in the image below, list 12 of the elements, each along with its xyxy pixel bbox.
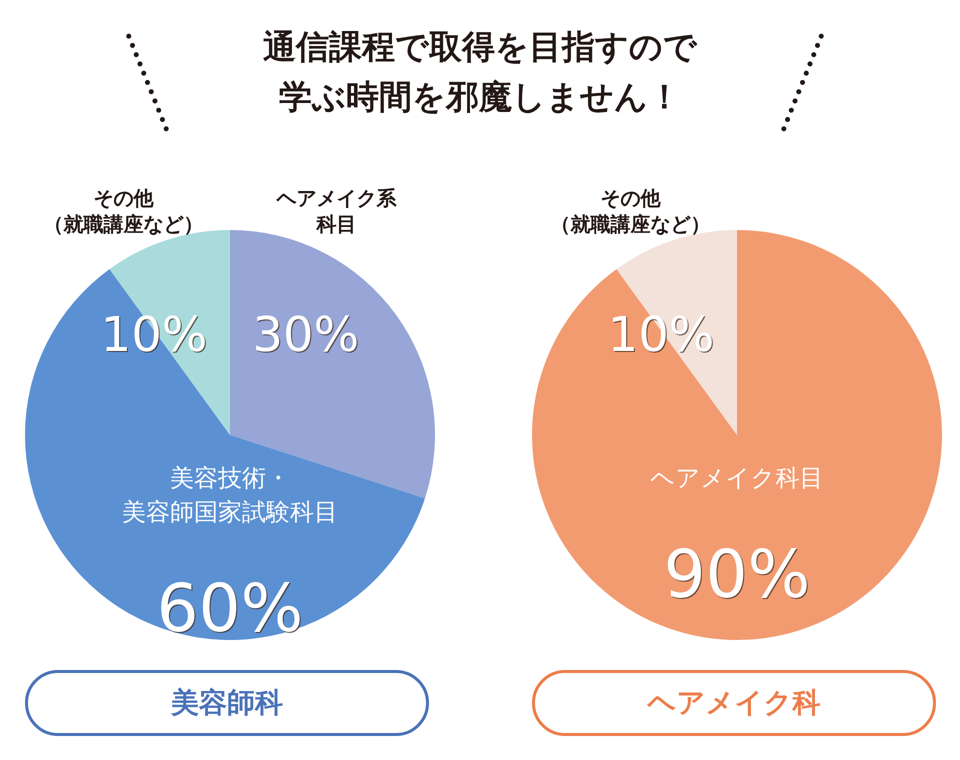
data-label: 10% (100, 307, 208, 364)
slice-label: ヘアメイク科目 (650, 464, 824, 492)
slice-label: その他（就職講座など） (43, 186, 204, 236)
slice-label: ヘアメイク系科目 (276, 186, 398, 236)
data-label: 90% (664, 536, 810, 614)
data-label: 30% (252, 307, 360, 364)
text: ヘアメイク科 (532, 670, 936, 736)
slice-label: その他（就職講座など） (550, 186, 710, 236)
slice-label: 美容技術・美容師国家試験科目 (122, 464, 338, 526)
data-label: 60% (156, 570, 304, 648)
text: 通信課程で取得を目指すので学ぶ時間を邪魔しません！ (262, 26, 698, 118)
text: 美容師科 (25, 670, 429, 736)
